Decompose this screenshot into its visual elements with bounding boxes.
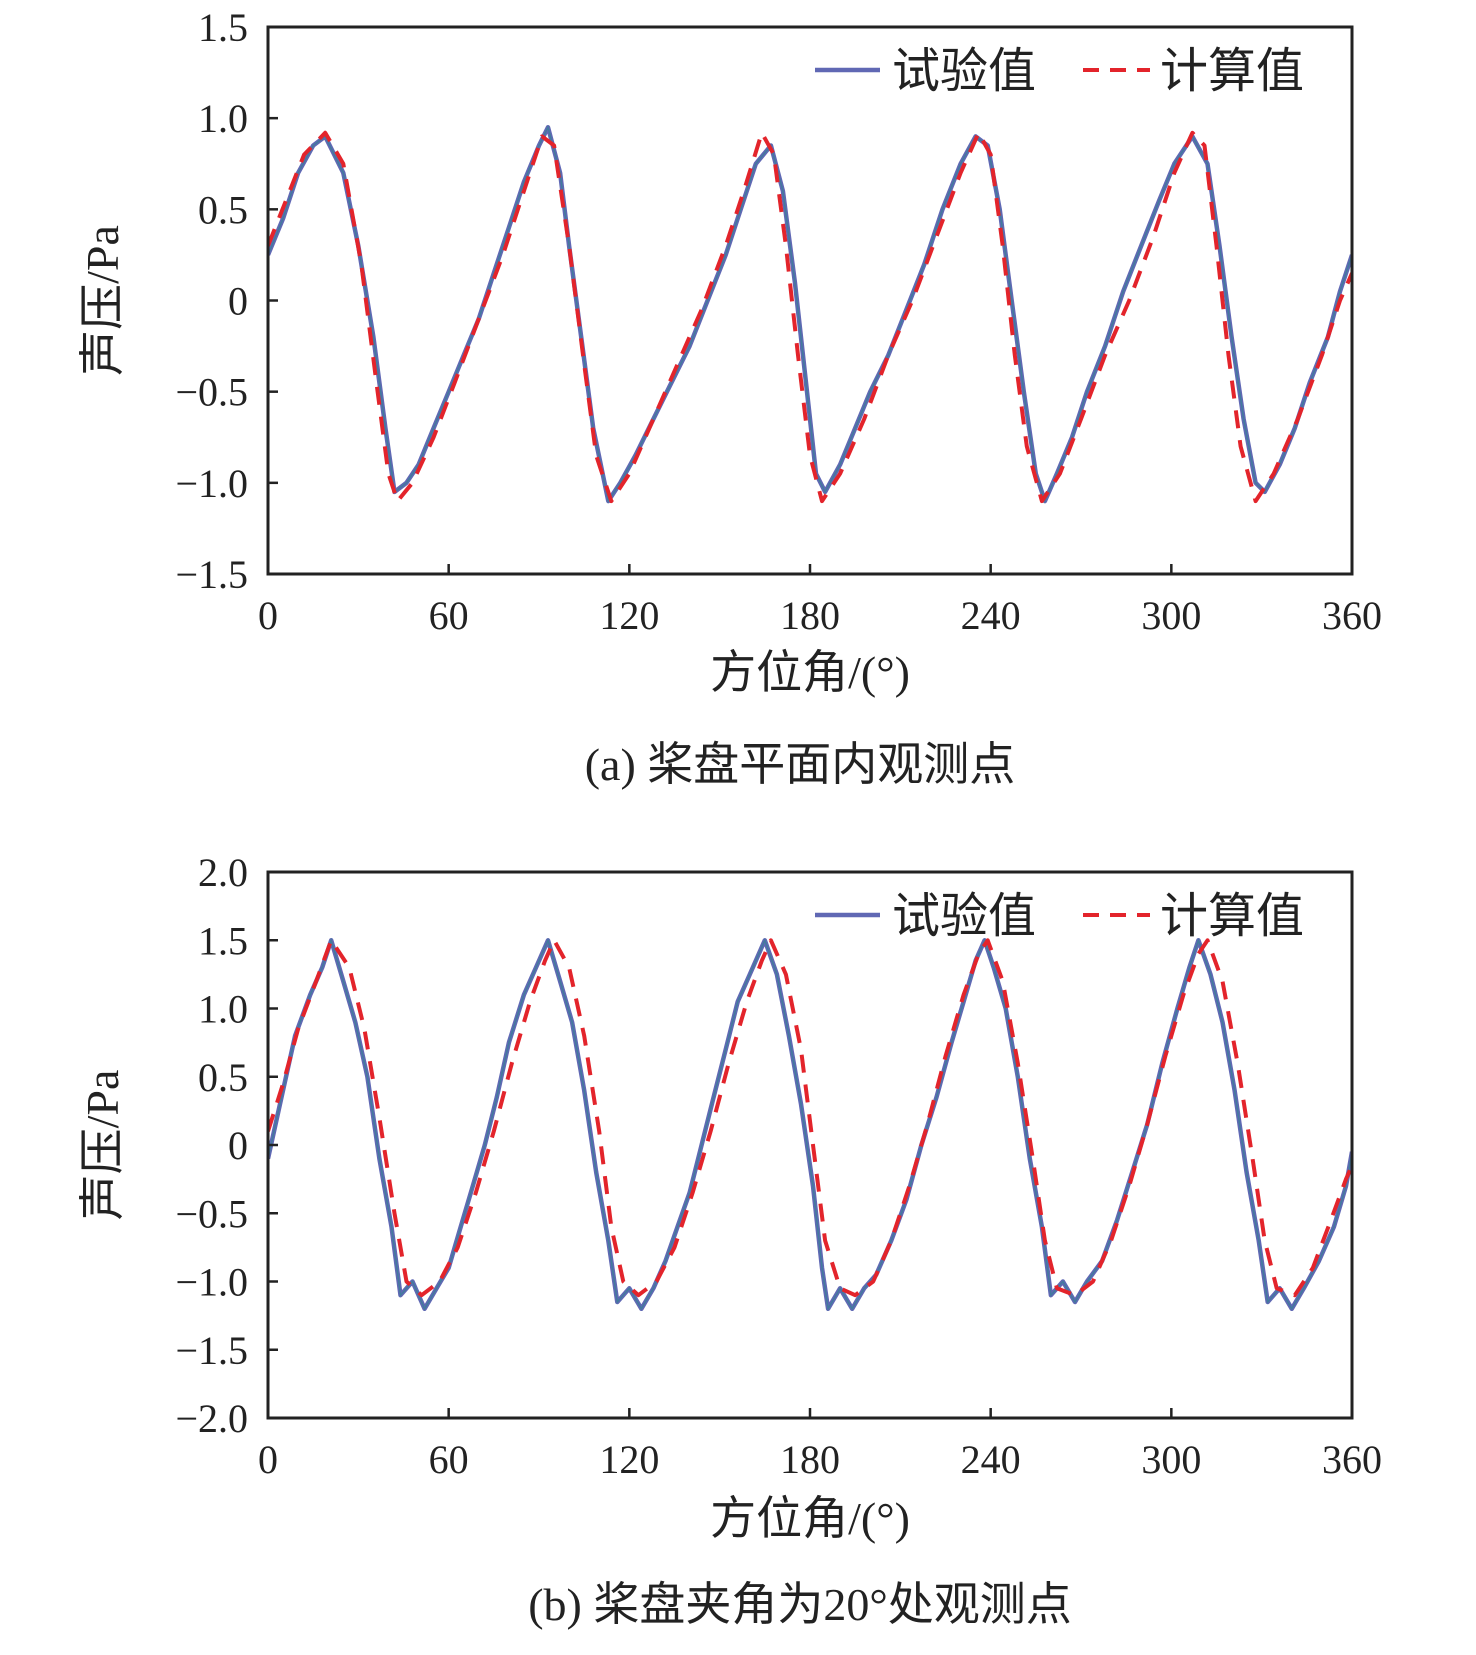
legend: 试验值 计算值 <box>815 890 1304 943</box>
y-tick-label: 1.5 <box>198 5 248 50</box>
x-tick-label: 240 <box>961 1437 1021 1482</box>
y-tick-label: 2.0 <box>198 850 248 895</box>
x-tick-label: 120 <box>599 593 659 638</box>
y-tick-label: 1.5 <box>198 918 248 963</box>
x-tick-label: 60 <box>429 1437 469 1482</box>
legend-label-computed: 计算值 <box>1160 45 1304 98</box>
y-tick-label: 0 <box>228 1123 248 1168</box>
x-axis-label: 方位角/(°) <box>710 647 910 698</box>
y-tick-label: −0.5 <box>175 370 248 415</box>
y-axis-label: 声压/Pa <box>77 1070 128 1221</box>
y-tick-label: −2.0 <box>175 1396 248 1441</box>
y-tick-label: −1.5 <box>175 552 248 597</box>
y-tick-label: −1.0 <box>175 461 248 506</box>
x-tick-label: 0 <box>258 1437 278 1482</box>
y-tick-label: 0 <box>228 279 248 324</box>
legend-label-measured: 试验值 <box>892 45 1036 98</box>
x-tick-label: 300 <box>1141 1437 1201 1482</box>
series-line-computed <box>268 130 1352 504</box>
y-tick-label: 1.0 <box>198 96 248 141</box>
y-tick-label: 0.5 <box>198 187 248 232</box>
x-tick-label: 240 <box>961 593 1021 638</box>
y-tick-label: 0.5 <box>198 1055 248 1100</box>
y-tick-label: −1.0 <box>175 1260 248 1305</box>
legend-label-computed: 计算值 <box>1160 890 1304 943</box>
series-line-computed <box>268 938 1352 1298</box>
x-axis-label: 方位角/(°) <box>710 1493 910 1544</box>
x-tick-label: 0 <box>258 593 278 638</box>
y-tick-label: −0.5 <box>175 1191 248 1236</box>
y-tick-label: −1.5 <box>175 1328 248 1373</box>
plot-frame <box>266 25 1354 576</box>
chart-panel-b: 0 60 120 180 240 300 360 −2.0 −1.5 −1.0 −0.5 0 0.5 1.… <box>77 850 1382 1630</box>
panel-caption: (a) 桨盘平面内观测点 <box>585 739 1016 790</box>
x-tick-label: 360 <box>1322 1437 1382 1482</box>
chart-panel-a: 0 60 120 180 240 300 360 −1.5 −1.0 −0.5 0 0.5 1.0 1.5… <box>77 5 1382 790</box>
y-axis-label: 声压/Pa <box>77 225 128 376</box>
x-tick-label: 120 <box>599 1437 659 1482</box>
panel-caption: (b) 桨盘夹角为20°处观测点 <box>528 1579 1072 1630</box>
x-tick-label: 360 <box>1322 593 1382 638</box>
x-tick-label: 180 <box>780 593 840 638</box>
series-line-measured-overlay <box>268 125 1352 504</box>
x-tick-label: 300 <box>1141 593 1201 638</box>
legend-label-measured: 试验值 <box>892 890 1036 943</box>
legend: 试验值 计算值 <box>815 45 1304 98</box>
y-tick-label: 1.0 <box>198 987 248 1032</box>
plot-frame <box>266 870 1354 1420</box>
x-tick-label: 60 <box>429 593 469 638</box>
x-tick-label: 180 <box>780 1437 840 1482</box>
